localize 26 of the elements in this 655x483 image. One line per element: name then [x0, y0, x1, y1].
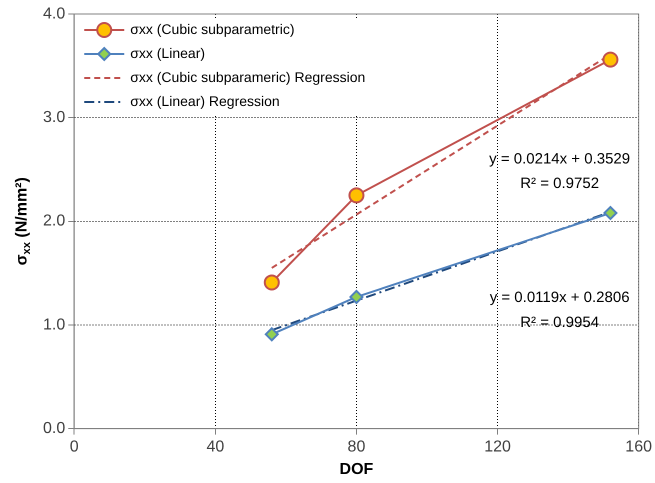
x-tick-label: 0: [70, 438, 79, 456]
y-tick-label: 0.0: [42, 420, 66, 438]
x-axis-title: DOF: [340, 460, 374, 478]
annotation: R² = 0.9954: [520, 314, 600, 332]
point: [603, 206, 618, 220]
annotation: y = 0.0214x + 0.3529: [489, 150, 630, 168]
y-tick-label: 3.0: [42, 109, 66, 126]
annotation: R² = 0.9752: [520, 175, 600, 192]
x-tick-label: 80: [348, 438, 366, 456]
point: [264, 327, 279, 342]
x-tick-label: 160: [625, 438, 652, 456]
x-tick-label: 40: [206, 438, 224, 456]
legend-label: σxx (Linear): [130, 44, 206, 61]
y-tick-label: 4.0: [42, 5, 66, 22]
x-tick-label: 120: [484, 438, 511, 456]
y-tick-label: 1.0: [42, 316, 66, 334]
point: [264, 274, 280, 290]
y-tick-label: 2.0: [42, 212, 66, 230]
point: [348, 187, 364, 204]
legend-label: σxx (Linear) Regression: [130, 92, 280, 109]
point: [602, 52, 618, 68]
point: [349, 290, 364, 304]
legend-label: σxx (Cubic subparameric) Regression: [130, 68, 366, 85]
annotation: y = 0.0119x + 0.2806: [490, 289, 630, 306]
y-axis-title: σxx (N/mm²): [13, 177, 33, 266]
legend-label: σxx (Cubic subparametric): [130, 20, 294, 37]
